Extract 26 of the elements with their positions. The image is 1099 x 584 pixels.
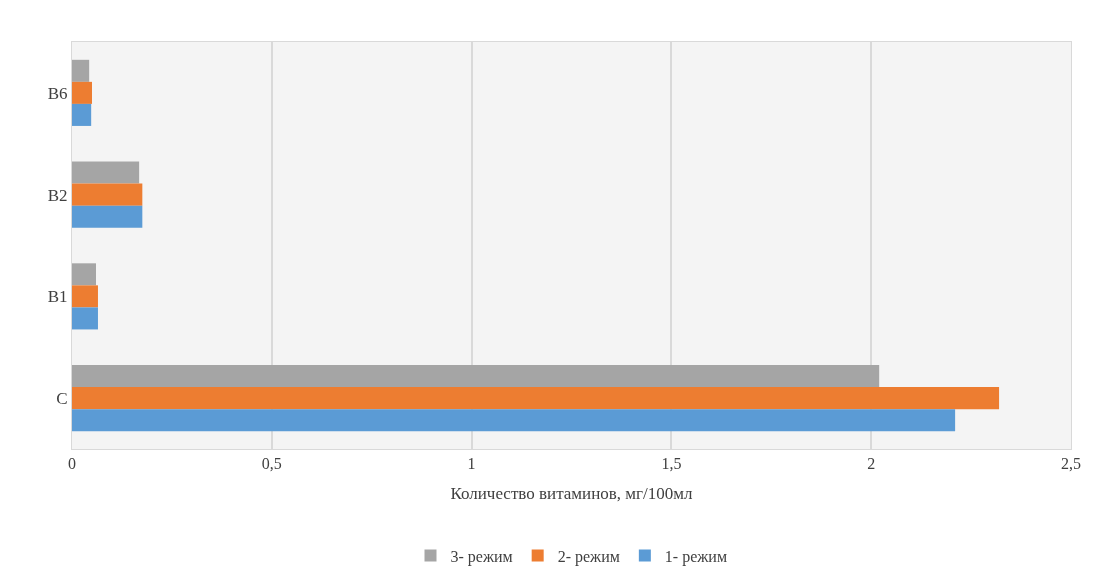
legend-label: 3- режим <box>450 547 513 566</box>
bar <box>72 409 956 432</box>
x-axis-title: Количество витаминов, мг/100мл <box>450 483 694 503</box>
y-tick-label: C <box>56 389 68 409</box>
bar <box>72 285 98 308</box>
x-tick-label: 1 <box>467 455 476 473</box>
bar <box>72 263 96 286</box>
bar <box>72 59 90 82</box>
bar <box>72 183 143 206</box>
bar <box>72 81 92 104</box>
bar <box>72 387 1000 410</box>
y-tick-label: B2 <box>47 185 68 205</box>
bar <box>72 365 880 388</box>
x-tick-label: 2 <box>867 455 876 473</box>
x-tick-label: 2,5 <box>1061 455 1081 473</box>
legend-label: 2- режим <box>557 547 620 566</box>
bar <box>72 103 92 126</box>
y-tick-label: B6 <box>47 83 68 103</box>
legend-label: 1- режим <box>664 547 728 566</box>
y-tick-label: B1 <box>47 287 68 307</box>
bar <box>72 307 98 330</box>
x-tick-label: 0,5 <box>261 455 282 473</box>
bar <box>72 205 143 228</box>
x-tick-label: 0 <box>68 455 76 473</box>
bar <box>72 161 140 184</box>
x-tick-label: 1,5 <box>661 455 682 473</box>
